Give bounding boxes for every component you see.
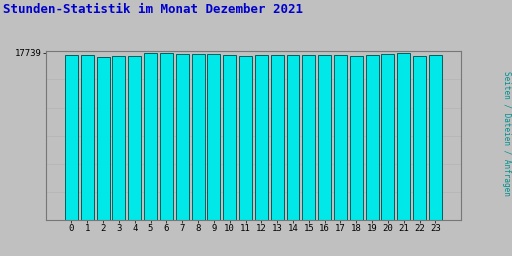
Bar	[429, 55, 442, 220]
Bar	[97, 57, 110, 220]
Bar	[239, 56, 252, 220]
Bar	[334, 55, 347, 220]
Bar	[287, 55, 300, 220]
Text: Seiten / Dateien / Anfragen: Seiten / Dateien / Anfragen	[502, 71, 511, 196]
Bar	[144, 53, 157, 220]
Bar	[191, 54, 204, 220]
Bar	[381, 54, 394, 220]
Bar	[113, 56, 125, 220]
Bar	[303, 55, 315, 220]
Bar	[160, 53, 173, 220]
Bar	[413, 56, 426, 220]
Bar	[176, 54, 189, 220]
Bar	[81, 55, 94, 220]
Bar	[350, 56, 363, 220]
Bar	[144, 219, 157, 220]
Bar	[318, 55, 331, 220]
Bar	[223, 55, 236, 220]
Bar	[65, 55, 78, 220]
Bar	[271, 55, 284, 220]
Bar	[255, 55, 268, 220]
Bar	[366, 55, 379, 220]
Bar	[207, 54, 220, 220]
Text: Stunden-Statistik im Monat Dezember 2021: Stunden-Statistik im Monat Dezember 2021	[3, 3, 303, 16]
Bar	[397, 53, 410, 220]
Bar	[128, 56, 141, 220]
